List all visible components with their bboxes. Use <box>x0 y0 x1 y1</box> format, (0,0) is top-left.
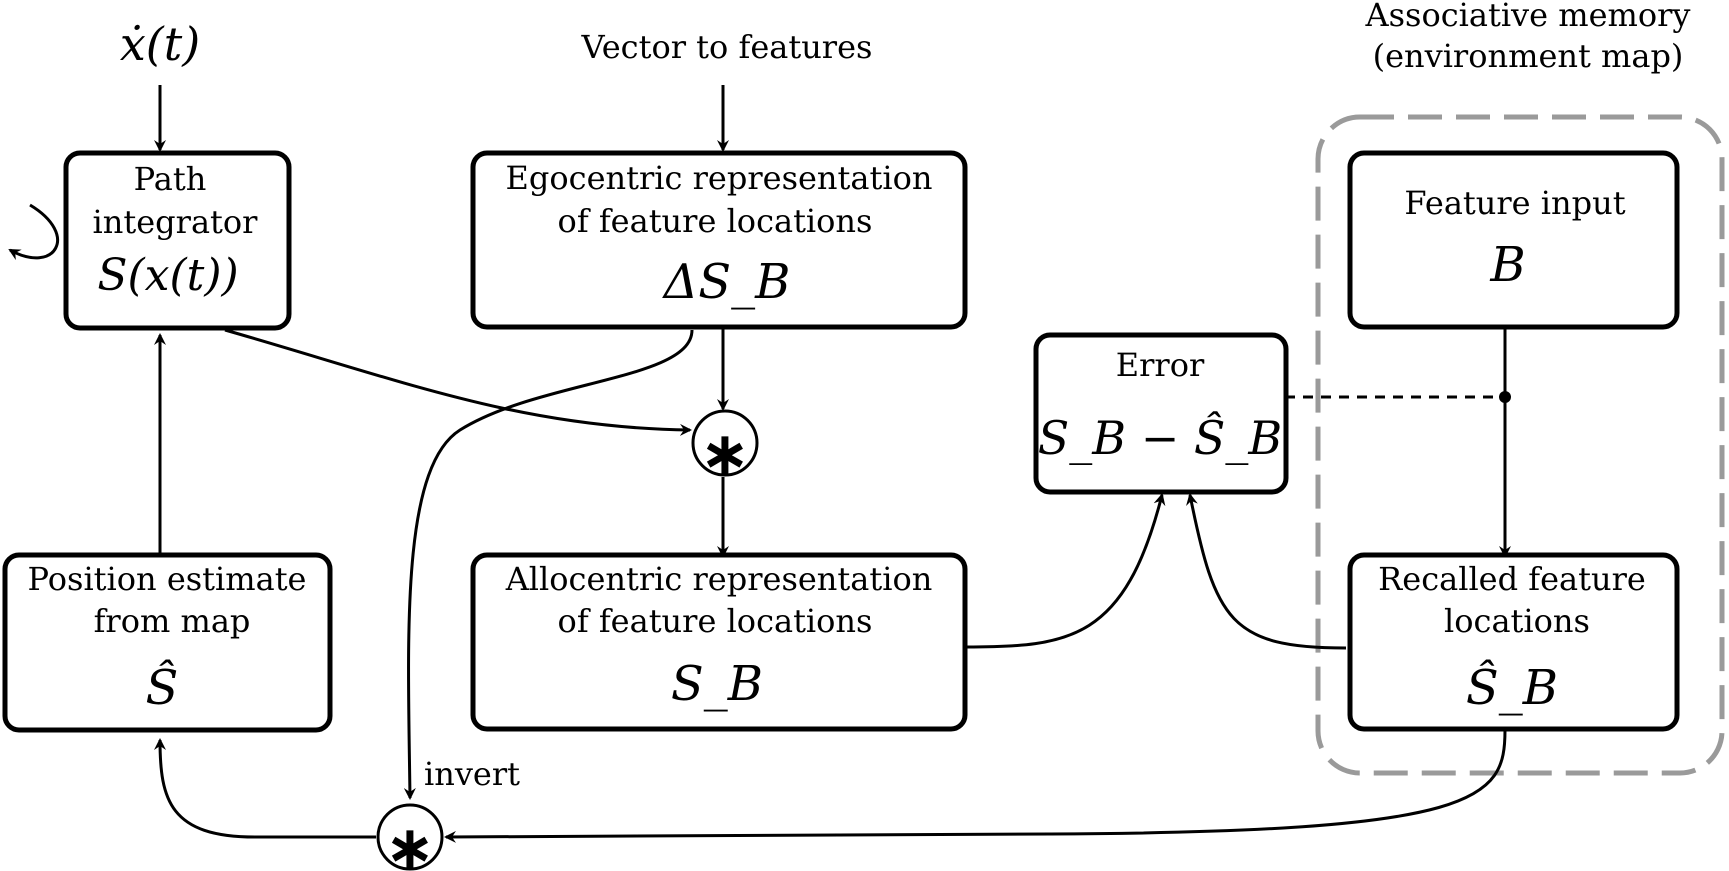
self-loop-arrow <box>8 203 60 261</box>
velocity-input-label: ẋ(t) <box>120 17 200 71</box>
allocentric-math: S_B <box>671 656 763 712</box>
recalled-line2: locations <box>1444 602 1590 640</box>
recalled-math: Ŝ_B <box>1466 658 1558 716</box>
error-box: Error S_B − Ŝ_B <box>1033 332 1289 495</box>
feature-input-box: Feature input B <box>1347 150 1680 330</box>
position-estimate-box: Position estimate from map Ŝ <box>2 552 333 733</box>
junction-dot <box>1499 391 1511 403</box>
error-math: S_B − Ŝ_B <box>1038 410 1282 465</box>
convolve-top-symbol: ∗ <box>700 419 750 489</box>
path-integrator-line1: Path <box>134 160 207 198</box>
egocentric-to-invert-arrow <box>403 329 694 800</box>
egocentric-line2: of feature locations <box>558 202 873 240</box>
vector-to-features-label: Vector to features <box>581 28 873 66</box>
recalled-box: Recalled feature locations Ŝ_B <box>1347 552 1680 732</box>
position-estimate-line1: Position estimate <box>28 560 307 598</box>
convolve-operator-bottom: ∗ <box>376 803 444 871</box>
allocentric-line1: Allocentric representation <box>505 560 933 598</box>
path-integrator-math: S(x(t)) <box>97 250 238 301</box>
bottom-convolve-to-position-arrow <box>154 738 376 839</box>
convolve-bottom-symbol: ∗ <box>385 813 435 871</box>
path-integrator-box: Path integrator S(x(t)) <box>63 150 292 331</box>
position-estimate-line2: from map <box>94 602 251 640</box>
egocentric-math: ΔS_B <box>662 254 791 310</box>
path-integrator-line2: integrator <box>93 203 259 241</box>
associative-memory-group <box>1315 114 1725 776</box>
group-title-line2: (environment map) <box>1373 37 1684 75</box>
position-estimate-math: Ŝ <box>146 658 179 716</box>
recalled-line1: Recalled feature <box>1378 560 1646 598</box>
convolve-operator-top: ∗ <box>691 409 759 489</box>
recalled-to-bottom-convolve-arrow <box>444 729 1507 843</box>
allocentric-box: Allocentric representation of feature lo… <box>470 552 968 732</box>
group-title-line1: Associative memory <box>1365 0 1691 34</box>
feature-input-line1: Feature input <box>1404 184 1625 222</box>
error-line1: Error <box>1116 346 1205 384</box>
recalled-to-error-arrow <box>1186 493 1347 650</box>
feature-input-math: B <box>1489 237 1525 293</box>
invert-label: invert <box>424 755 520 793</box>
egocentric-box: Egocentric representation of feature loc… <box>470 150 968 330</box>
egocentric-line1: Egocentric representation <box>506 159 933 197</box>
allocentric-line2: of feature locations <box>558 602 873 640</box>
allocentric-to-error-arrow <box>965 493 1166 649</box>
integrator-to-convolve-arrow <box>224 328 692 436</box>
